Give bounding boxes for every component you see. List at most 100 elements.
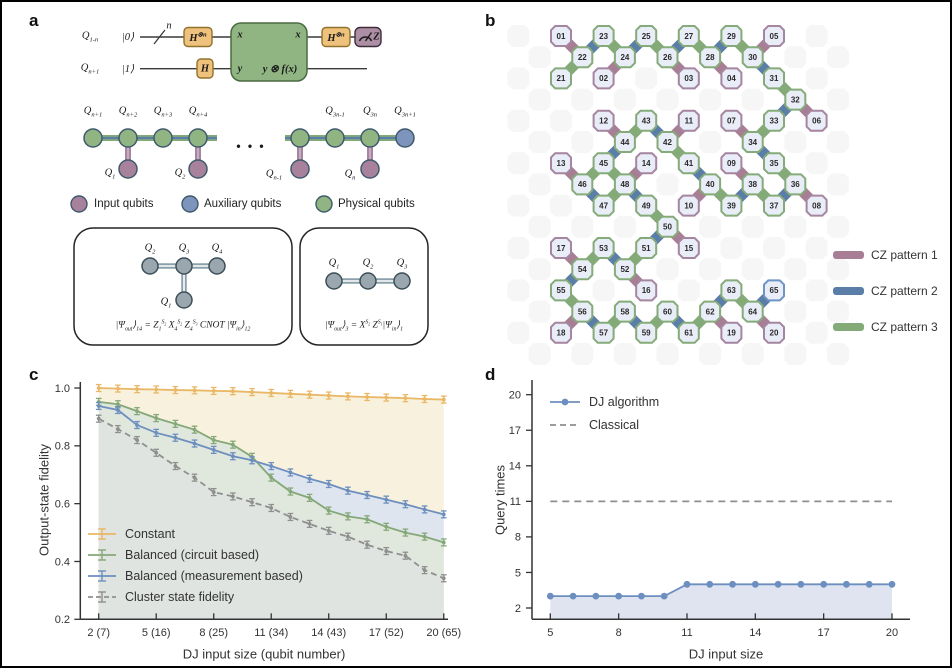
svg-text:12: 12 [599, 117, 608, 126]
dj-data-point [569, 592, 577, 600]
qubit-node-41 [677, 152, 700, 175]
svg-text:2: 2 [515, 603, 521, 615]
svg-text:17: 17 [557, 244, 566, 253]
classical-marker-icon [550, 424, 580, 426]
qubit-node-21 [550, 67, 572, 90]
qubit-node-31 [763, 67, 785, 90]
svg-text:56: 56 [578, 307, 587, 316]
qubit-node-38 [741, 173, 764, 196]
dj-data-point [843, 580, 850, 588]
cz-pattern-3-swatch [833, 323, 864, 331]
balanced-circuit-marker-icon [88, 549, 116, 561]
svg-text:40: 40 [706, 180, 715, 189]
query-chart-legend: DJ algorithm Classical [548, 395, 659, 432]
qubit-node-03 [677, 67, 700, 90]
balanced-measurement-label: Balanced (measurement based) [125, 569, 303, 583]
qubit-node-24 [613, 46, 636, 69]
constant-marker-icon [88, 528, 116, 540]
dj-data-point [729, 580, 736, 588]
svg-text:17 (52): 17 (52) [369, 627, 404, 639]
svg-text:52: 52 [620, 265, 629, 274]
panel-a-quantum-circuit [140, 22, 382, 82]
panel-a-qubit-legend [70, 195, 333, 213]
fill-under-dj [550, 584, 892, 620]
qubit-node-17 [550, 237, 572, 259]
qubit-node-14 [635, 152, 658, 175]
qubit-node-53 [592, 237, 615, 259]
qubit-node-56 [571, 300, 594, 323]
legend-item-cz-pattern-2: CZ pattern 2 [833, 284, 938, 298]
dj-data-point [751, 580, 759, 588]
classical-label: Classical [589, 418, 640, 432]
svg-text:30: 30 [748, 53, 757, 62]
svg-text:11: 11 [685, 117, 694, 126]
qubit-node-07 [720, 109, 743, 132]
dj-algorithm-line [550, 583, 892, 598]
dj-data-point [638, 592, 645, 600]
svg-text:50: 50 [663, 223, 672, 232]
qubit-node-37 [763, 194, 785, 217]
balanced-circuit-label: Balanced (circuit based) [125, 548, 260, 562]
cz-pattern-3-label: CZ pattern 3 [871, 320, 938, 334]
svg-text:35: 35 [770, 159, 779, 168]
qubit-node-36 [784, 173, 807, 196]
svg-text:8: 8 [616, 627, 622, 639]
svg-text:36: 36 [791, 180, 800, 189]
svg-text:18: 18 [557, 329, 566, 338]
qubit-node-30 [741, 46, 764, 69]
svg-text:0.2: 0.2 [55, 614, 70, 626]
dj-data-point [888, 580, 896, 588]
dj-data-point [660, 592, 668, 600]
dj-data-point [774, 580, 782, 588]
svg-text:01: 01 [557, 32, 566, 41]
svg-text:60: 60 [663, 307, 672, 316]
fidelity-chart-legend: Constant Balanced (circuit based) Balanc… [86, 527, 303, 604]
qubit-node-02 [592, 67, 615, 90]
qubit-node-26 [656, 46, 679, 69]
legend-item-cz-pattern-3: CZ pattern 3 [833, 320, 938, 334]
svg-text:11: 11 [681, 627, 692, 639]
cz-pattern-2-label: CZ pattern 2 [871, 284, 938, 298]
svg-text:20: 20 [886, 627, 898, 639]
svg-text:5: 5 [547, 627, 553, 639]
svg-text:33: 33 [770, 117, 779, 126]
svg-text:26: 26 [663, 53, 672, 62]
hadamard-gate [196, 58, 214, 79]
qubit-node-05 [763, 25, 785, 47]
qubit-node-52 [613, 258, 636, 281]
dj-algorithm-marker-icon [550, 398, 580, 406]
svg-text:29: 29 [727, 32, 736, 41]
qubit-node-34 [741, 131, 764, 153]
svg-text:32: 32 [791, 95, 800, 104]
qubit-node-32 [784, 88, 807, 111]
svg-text:8: 8 [515, 532, 521, 544]
qubit-node-42 [656, 131, 679, 153]
qubit-node-15 [677, 237, 700, 259]
svg-text:05: 05 [770, 32, 779, 41]
qubit-node-22 [571, 46, 594, 69]
svg-text:64: 64 [748, 307, 757, 316]
qubit-node-48 [613, 173, 636, 196]
svg-text:39: 39 [727, 201, 736, 210]
svg-text:17: 17 [509, 425, 521, 437]
hadamard-n-gate-2 [321, 26, 351, 48]
svg-text:44: 44 [620, 138, 629, 147]
svg-text:62: 62 [706, 307, 715, 316]
svg-text:48: 48 [620, 180, 629, 189]
svg-text:27: 27 [684, 32, 693, 41]
svg-text:38: 38 [748, 180, 757, 189]
svg-text:14: 14 [749, 627, 761, 639]
oracle-box [230, 22, 308, 82]
svg-text:54: 54 [578, 265, 587, 274]
panel-label-c: c [29, 365, 39, 384]
svg-text:58: 58 [620, 307, 629, 316]
svg-text:08: 08 [812, 201, 821, 210]
svg-text:45: 45 [599, 159, 608, 168]
qubit-node-06 [805, 109, 828, 132]
qubit-node-18 [550, 321, 572, 344]
svg-text:42: 42 [663, 138, 672, 147]
svg-text:31: 31 [770, 74, 779, 83]
qubit-node-50 [656, 215, 679, 238]
meter-icon [358, 36, 373, 42]
